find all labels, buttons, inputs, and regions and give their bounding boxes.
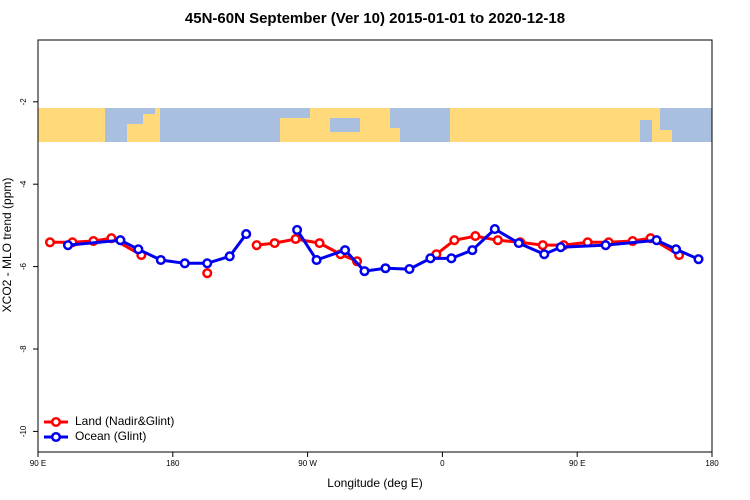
point <box>467 245 478 256</box>
point <box>251 240 262 251</box>
point <box>470 231 481 242</box>
point <box>651 235 662 246</box>
point <box>44 237 56 248</box>
point <box>269 238 280 249</box>
point <box>115 235 126 246</box>
point <box>311 254 322 266</box>
point <box>489 224 500 235</box>
point <box>600 240 611 251</box>
y-axis-label: XCO2 - MLO trend (ppm) <box>0 178 14 313</box>
point <box>555 242 566 253</box>
point <box>202 258 213 269</box>
x-tick-label: 90 W <box>298 459 317 468</box>
point <box>179 258 190 269</box>
point <box>339 245 351 256</box>
y-tick-label: -10 <box>19 425 28 437</box>
map-strip <box>38 108 712 142</box>
chart-title: 45N-60N September (Ver 10) 2015-01-01 to… <box>185 10 565 27</box>
point <box>492 235 503 246</box>
y-tick-label: -8 <box>19 345 28 353</box>
point <box>671 244 682 255</box>
point <box>292 224 303 235</box>
legend-label: Land (Nadir&Glint) <box>75 414 174 428</box>
point <box>446 253 457 264</box>
y-tick-label: -4 <box>19 180 28 188</box>
legend-label: Ocean (Glint) <box>75 429 146 443</box>
point <box>241 229 252 240</box>
point <box>314 238 325 249</box>
y-tick-label: -6 <box>19 262 28 270</box>
point <box>133 244 144 255</box>
point <box>359 266 370 277</box>
x-tick-label: 90 E <box>569 459 585 468</box>
point <box>693 254 704 265</box>
x-axis-label: Longitude (deg E) <box>327 476 422 490</box>
x-tick-label: 0 <box>440 459 445 468</box>
point <box>202 268 213 279</box>
point <box>290 233 301 245</box>
x-tick-label: 180 <box>705 459 719 468</box>
plot-frame <box>37 39 713 453</box>
legend-marker <box>50 416 62 428</box>
point <box>224 251 235 262</box>
point <box>404 264 415 275</box>
point <box>539 249 550 260</box>
legend-marker <box>50 431 62 443</box>
x-tick-label: 90 E <box>30 459 46 468</box>
point <box>425 253 436 264</box>
x-tick-label: 180 <box>166 459 180 468</box>
point <box>537 240 548 251</box>
y-tick-label: -2 <box>19 98 28 106</box>
point <box>449 235 460 246</box>
point <box>380 263 391 274</box>
point <box>513 238 524 249</box>
point <box>155 254 166 266</box>
point <box>62 240 74 251</box>
